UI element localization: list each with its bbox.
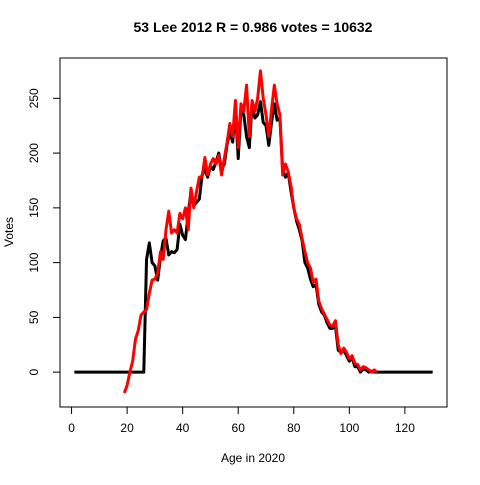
y-tick-label: 150: [27, 198, 41, 218]
x-tick-label: 20: [120, 421, 134, 435]
y-tick-label: 0: [27, 369, 41, 376]
x-axis-label: Age in 2020: [221, 451, 285, 465]
x-tick-label: 40: [176, 421, 190, 435]
y-tick-label: 100: [27, 252, 41, 272]
series-line: [122, 69, 379, 394]
chart-title: 53 Lee 2012 R = 0.986 votes = 10632: [134, 19, 373, 35]
x-tick-label: 120: [395, 421, 415, 435]
x-tick-label: 60: [232, 421, 246, 435]
y-tick-label: 200: [27, 143, 41, 163]
y-tick-label: 50: [27, 310, 41, 324]
y-axis-label: Votes: [2, 217, 16, 247]
y-tick-label: 250: [27, 88, 41, 108]
x-tick-label: 0: [68, 421, 75, 435]
x-tick-label: 80: [287, 421, 301, 435]
x-tick-label: 100: [339, 421, 359, 435]
